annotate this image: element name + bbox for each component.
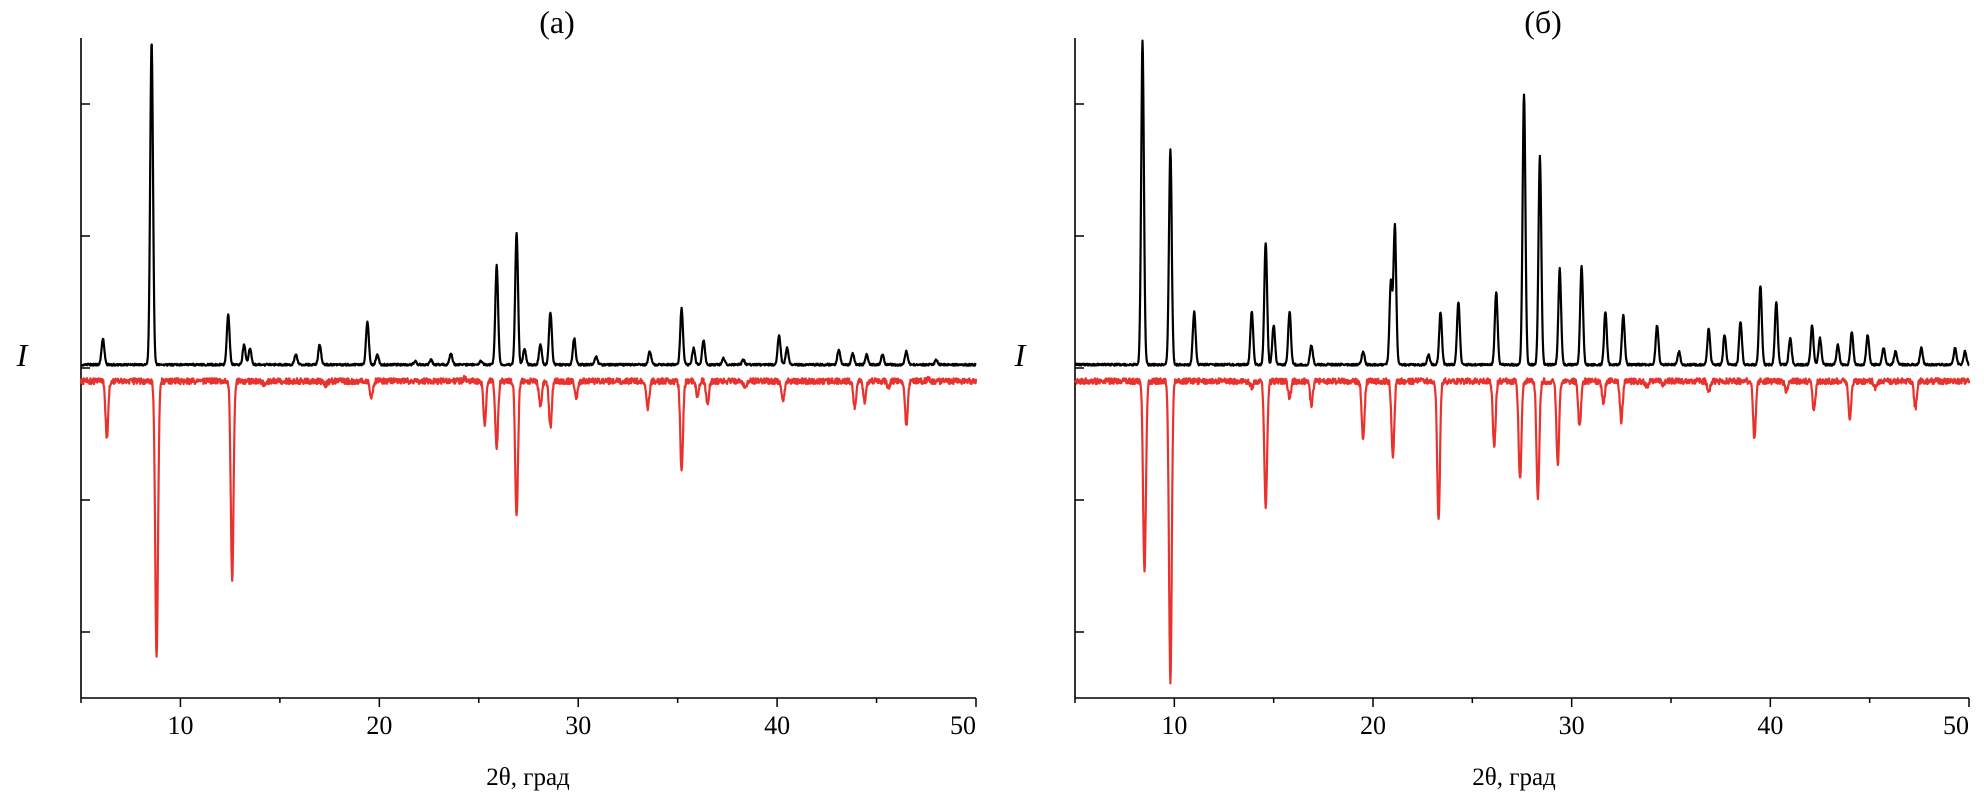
red-trace — [79, 374, 978, 658]
x-tick-label: 10 — [167, 711, 193, 740]
x-tick-label: 30 — [565, 711, 591, 740]
x-tick-label: 50 — [1943, 711, 1969, 740]
x-tick-label: 10 — [1161, 711, 1187, 740]
black-trace — [1074, 39, 1970, 367]
red-trace — [1073, 377, 1971, 685]
panel-title: (а) — [539, 4, 575, 40]
panel-b: (б) I 2θ, град 10 20 30 40 50 — [1014, 4, 1971, 791]
panel-title: (б) — [1524, 4, 1562, 40]
x-axis-label: 2θ, град — [1472, 764, 1556, 791]
x-tick-label: 30 — [1559, 711, 1585, 740]
x-axis-label: 2θ, град — [486, 764, 570, 791]
x-tick-label: 20 — [366, 711, 392, 740]
x-tick-label: 20 — [1360, 711, 1386, 740]
y-axis-label: I — [1014, 337, 1027, 373]
black-trace — [80, 43, 977, 367]
x-tick-label: 40 — [764, 711, 790, 740]
x-tick-label: 40 — [1757, 711, 1783, 740]
y-axis-label: I — [16, 337, 29, 373]
panel-a: (а) I 2θ, град 10 20 30 40 50 — [16, 4, 978, 791]
x-tick-label: 50 — [950, 711, 976, 740]
